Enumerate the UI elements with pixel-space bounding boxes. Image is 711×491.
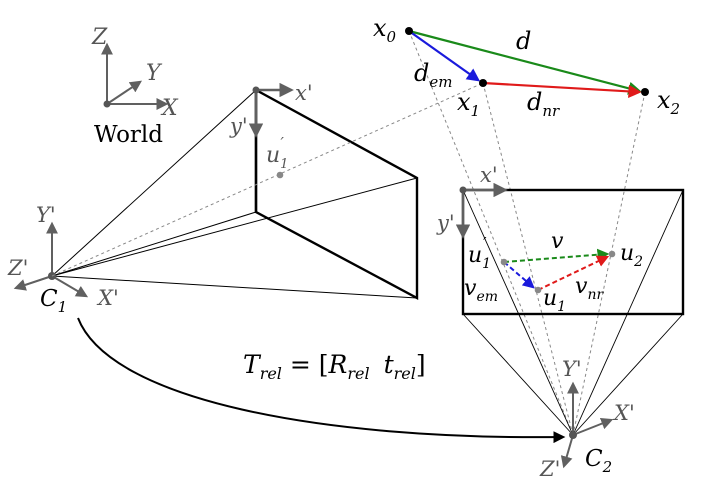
vector-dem xyxy=(408,30,481,82)
camera2-axis-y: Y' xyxy=(562,357,582,381)
camera1-axis-yprime: y' xyxy=(229,114,248,138)
svg-text:u1′: u1 ′ xyxy=(266,134,288,172)
camera2-name-sub: 2 xyxy=(602,458,613,476)
label-vem: vem xyxy=(464,276,498,305)
camera2-name: C xyxy=(585,446,603,472)
camera2-axis-z: Z' xyxy=(539,457,560,481)
point-x0: x0 xyxy=(373,14,397,46)
world-axis-z: Z xyxy=(91,25,108,50)
camera1-name-sub: 1 xyxy=(58,298,68,316)
vector-v xyxy=(503,248,610,263)
camera2-image-axes: x' y' xyxy=(436,163,508,239)
camera2-frustum xyxy=(461,188,685,436)
camera1-u1prime-sub: 1 xyxy=(280,157,288,172)
camera1-u1prime-label: u xyxy=(266,143,280,168)
transform-label: Trel = [Rrel trel] xyxy=(243,350,426,383)
camera1-image-axes: x' y' xyxy=(229,81,313,138)
camera2-u2: u2 xyxy=(620,241,643,270)
label-d: d xyxy=(516,27,531,55)
svg-text:C1: C1 xyxy=(40,286,67,316)
vector-d xyxy=(408,29,642,95)
camera1-axis-x: X' xyxy=(96,286,119,310)
camera1-frame: Y' Z' X' C1 xyxy=(7,203,119,316)
camera1-axis-z: Z' xyxy=(7,256,28,280)
vector-vem xyxy=(503,261,535,289)
vector-vnr xyxy=(537,255,610,291)
camera2-axis-x: X' xyxy=(612,401,635,425)
camera2-axis-yprime: y' xyxy=(436,211,455,235)
camera2-image-vectors: u1′ u1 u2 v vem vnr xyxy=(464,229,643,315)
camera2-frame: Y' X' Z' C2 xyxy=(539,357,635,481)
point-x1: x1 xyxy=(457,88,480,120)
relative-transform: Trel = [Rrel trel] xyxy=(77,317,566,444)
world-label: World xyxy=(94,122,163,148)
world-axis-y: Y xyxy=(146,61,163,86)
world-frame: Z Y X World xyxy=(91,25,179,148)
point-x2: x2 xyxy=(657,86,680,118)
svg-text:C2: C2 xyxy=(585,446,612,476)
label-v: v xyxy=(551,229,564,254)
camera2-u1prime: u1′ xyxy=(468,234,491,272)
camera2-u1: u1 xyxy=(543,286,566,315)
camera1-axis-y: Y' xyxy=(36,203,56,227)
camera2-axis-xprime: x' xyxy=(480,163,498,187)
camera1-u1prime-prime: ′ xyxy=(280,134,284,152)
label-vnr: vnr xyxy=(575,274,604,303)
camera1-axis-xprime: x' xyxy=(295,81,313,105)
world-axis-x: X xyxy=(160,96,179,121)
vector-dnr xyxy=(482,81,642,98)
label-dem: dem xyxy=(414,59,452,91)
camera1-point-u1prime: u1 ′ xyxy=(266,134,288,179)
camera1-name: C xyxy=(40,286,58,312)
label-dnr: dnr xyxy=(527,88,560,120)
